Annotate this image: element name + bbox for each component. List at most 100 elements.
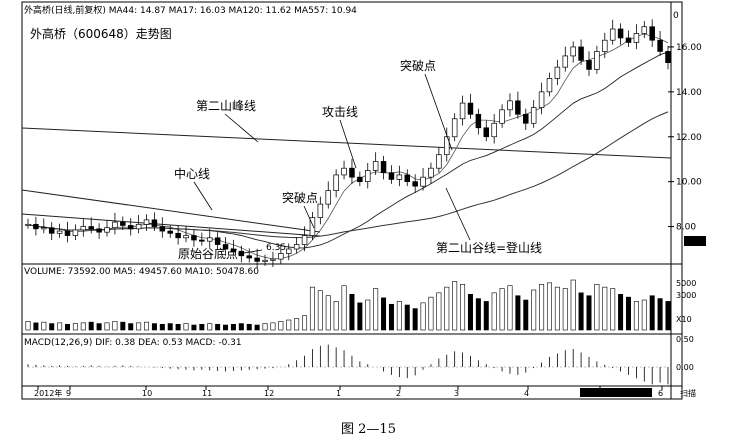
candle-body [285, 248, 292, 254]
volume-bar [41, 321, 47, 331]
volume-bar [349, 293, 355, 331]
x-tick-label: 12 [264, 389, 274, 398]
x-tick-label: 3 [454, 389, 459, 398]
volume-bar [112, 321, 118, 331]
x-tick-label: 11 [202, 389, 212, 398]
candle-body [151, 219, 158, 227]
volume-bar [602, 286, 608, 331]
volume-bar [159, 323, 165, 331]
volume-bar [452, 281, 458, 331]
volume-bar [499, 288, 505, 331]
candle-body [404, 174, 411, 183]
volume-bar [610, 288, 616, 331]
volume-bar [262, 323, 268, 331]
volume-bar [175, 323, 181, 331]
volume-bar [65, 323, 71, 331]
volume-bar [467, 293, 473, 331]
x-tick-label: 6 [658, 389, 663, 398]
candlesticks [25, 19, 671, 269]
candle-body [617, 28, 624, 39]
annotation-attack-line: 攻击线 [322, 105, 358, 119]
candle-body [317, 203, 324, 218]
candle-body [530, 107, 537, 124]
macd-header: MACD(12,26,9) DIF: 0.38 DEA: 0.53 MACD: … [24, 338, 242, 348]
candle-body [135, 223, 142, 230]
leader-breakout-top [424, 73, 453, 151]
candle-body [159, 226, 166, 232]
x-axis-scroll-marker [580, 388, 652, 397]
moving-average-lines [27, 33, 669, 260]
candle-body [365, 170, 371, 183]
candle-body [309, 217, 316, 236]
volume-bar [396, 301, 402, 331]
candle-body [206, 237, 213, 242]
volume-bar [483, 301, 489, 331]
candle-body [507, 100, 513, 111]
candle-body [333, 174, 339, 191]
volume-bar [507, 285, 513, 331]
candle-body [459, 102, 466, 120]
volume-bar [33, 322, 39, 331]
volume-bar [341, 285, 347, 331]
candle-body [372, 161, 379, 171]
x-axis-right-label: 扫描 [680, 388, 696, 398]
volume-bar [388, 303, 394, 331]
candle-body [214, 237, 221, 245]
price-y-ticks: 16.00 14.00 12.00 10.00 8.00 [668, 43, 702, 233]
volume-bar [104, 322, 110, 331]
volume-bar [436, 292, 442, 331]
volume-bar [254, 324, 260, 331]
candle-body [467, 102, 474, 115]
candle-body [602, 39, 608, 52]
volume-bar [365, 299, 371, 331]
candle-body [594, 51, 600, 70]
x-tick-label: 2012年 [34, 388, 62, 398]
candle-body [120, 221, 126, 226]
volume-bar [578, 292, 584, 331]
x-tick-label: 9 [66, 389, 71, 398]
volume-bar [25, 321, 31, 331]
price-tick-label: 14.00 [676, 88, 702, 98]
candle-body [420, 176, 426, 187]
candle-body [546, 78, 553, 93]
annotation-breakout-low: 突破点 [282, 190, 318, 205]
price-tick-label: 16.00 [676, 43, 702, 53]
x-tick-label: 1 [336, 389, 341, 398]
volume-tick-label: 5000 [676, 279, 696, 288]
volume-y-ticks: 5000 3000 X10 [676, 279, 696, 324]
volume-bar [333, 301, 339, 331]
volume-bar [167, 323, 173, 331]
volume-bar [491, 292, 497, 331]
candle-body [475, 113, 482, 129]
candle-body [191, 235, 197, 241]
volume-bar [570, 279, 576, 331]
volume-bar [649, 295, 655, 331]
volume-bar [96, 323, 102, 331]
first-valley-line [21, 213, 321, 237]
candle-body [301, 235, 308, 245]
volume-bar [515, 295, 521, 331]
volume-bar [531, 289, 537, 331]
annotations: 突破点 第二山峰线 攻击线 中心线 突破点 原始谷底点 6.35 第二山谷线=登… [174, 58, 542, 261]
volume-bar [199, 323, 205, 331]
center-line [21, 189, 321, 233]
candle-body [293, 244, 300, 250]
volume-bar [215, 323, 221, 331]
candle-body [222, 244, 229, 250]
volume-tick-label: 3000 [676, 291, 696, 300]
candle-body [175, 232, 181, 239]
candle-body [609, 28, 616, 41]
volume-bar [80, 322, 86, 331]
candle-body [499, 109, 505, 124]
candle-body [96, 228, 102, 233]
volume-bar [657, 298, 663, 331]
candle-body [112, 221, 118, 229]
volume-bar [475, 298, 481, 331]
annotation-breakout-top: 突破点 [400, 58, 436, 73]
volume-bar [246, 323, 252, 331]
leader-center-line [193, 181, 213, 211]
candle-body [167, 230, 173, 234]
candle-body [649, 26, 655, 41]
volume-bar [278, 321, 284, 331]
